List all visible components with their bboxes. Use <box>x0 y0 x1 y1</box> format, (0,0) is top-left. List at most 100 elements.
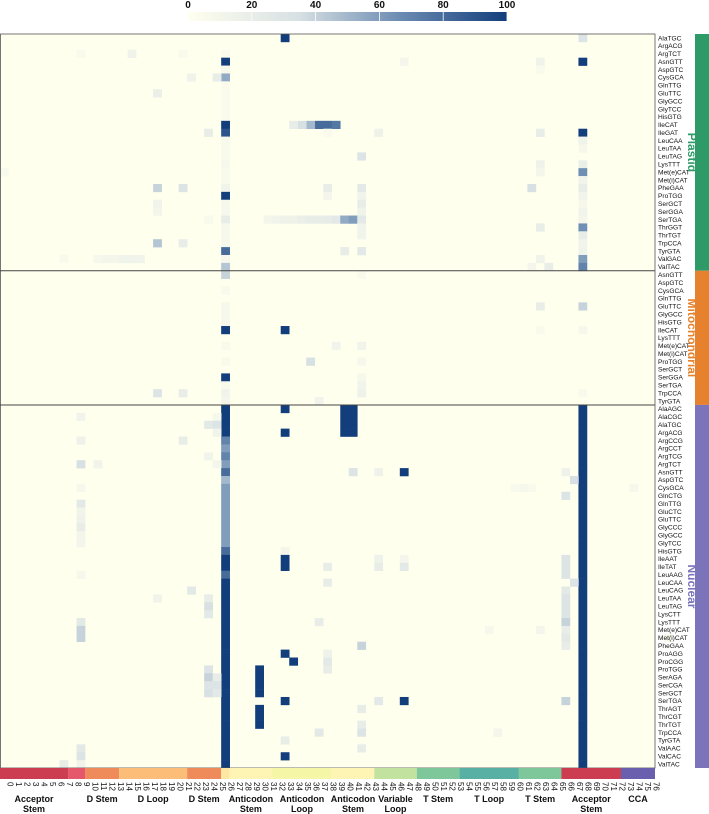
group-color-bar <box>695 404 709 768</box>
heatmap-cell <box>280 752 290 761</box>
heatmap-cell <box>399 57 409 66</box>
heatmap-cell <box>221 594 230 603</box>
x-tick-label: 68 <box>584 782 593 791</box>
heatmap-cell <box>255 665 264 674</box>
region-segment <box>416 768 460 779</box>
heatmap-cell <box>221 720 230 729</box>
heatmap-cell <box>535 302 545 311</box>
row-label: ValCAC <box>658 753 681 760</box>
colorbar-gradient <box>188 12 507 21</box>
heatmap-cell <box>221 515 230 524</box>
x-tick-label: 75 <box>643 782 652 791</box>
heatmap-cell <box>280 404 290 414</box>
row-label: GlnTTG <box>658 501 681 508</box>
x-tick-label: 35 <box>303 782 312 791</box>
row-label: GlyGCC <box>658 98 683 105</box>
heatmap-cell <box>221 191 230 201</box>
row-label: LeuCAA <box>658 138 683 145</box>
x-tick-label: 39 <box>337 782 346 791</box>
heatmap-cell <box>578 594 588 603</box>
heatmap-cell <box>578 444 588 453</box>
heatmap-cell <box>221 239 230 248</box>
row-label: AsnGTT <box>658 469 683 476</box>
heatmap-cell <box>561 468 571 477</box>
heatmap-cell <box>76 752 86 761</box>
heatmap-cell <box>221 128 230 137</box>
x-tick-label: 26 <box>226 782 235 791</box>
row-label: ThrCGT <box>658 714 682 721</box>
heatmap-cell <box>178 389 188 398</box>
heatmap-cell <box>221 318 230 327</box>
heatmap-cell <box>578 602 588 611</box>
x-tick-label: 47 <box>405 782 414 791</box>
region-label: Acceptor Stem <box>572 794 612 814</box>
x-tick-label: 54 <box>465 782 474 791</box>
heatmap-cell <box>323 657 333 666</box>
heatmap-cell <box>323 649 333 658</box>
heatmap-cell <box>187 73 196 82</box>
heatmap-cell <box>221 404 230 414</box>
heatmap-cell <box>535 65 545 74</box>
heatmap-cell <box>204 452 213 461</box>
heatmap-cell <box>357 191 367 201</box>
row-label: ArgTCT <box>658 461 681 468</box>
region-label: D Stem <box>189 794 220 804</box>
row-label: IleGAT <box>658 130 678 137</box>
row-label: AlaTGC <box>658 422 682 429</box>
heatmap-cell <box>119 254 128 264</box>
x-tick-label: 15 <box>133 782 142 791</box>
heatmap-cell <box>255 689 264 698</box>
heatmap-cell <box>357 704 367 714</box>
row-label: TrpCCA <box>658 240 682 247</box>
heatmap-cell <box>340 428 350 437</box>
row-label: AlaCGC <box>658 414 682 421</box>
heatmap-cell <box>323 562 333 571</box>
heatmap-cell <box>212 681 222 690</box>
x-tick-label: 49 <box>422 782 431 791</box>
heatmap-cell <box>93 460 103 469</box>
x-tick-label: 73 <box>626 782 635 791</box>
x-tick-label: 60 <box>516 782 525 791</box>
row-label: ProCGG <box>658 659 683 666</box>
heatmap-cell <box>357 357 367 366</box>
heatmap-cell <box>221 152 230 161</box>
region-label: Anticodon Stem <box>229 794 274 814</box>
heatmap-cell <box>221 302 230 311</box>
heatmap-cell <box>578 404 588 414</box>
heatmap-cell <box>76 618 86 627</box>
region-label: Anticodon Loop <box>280 794 325 814</box>
heatmap-cell <box>399 696 409 706</box>
region-segment <box>561 768 621 779</box>
heatmap-cell <box>357 341 367 350</box>
heatmap-cell <box>314 728 324 737</box>
heatmap-cell <box>289 120 299 130</box>
heatmap-cell <box>221 468 230 477</box>
heatmap-cell <box>578 262 588 272</box>
colorbar-tick-label: 0 <box>185 0 191 11</box>
heatmap-cell <box>76 483 86 493</box>
heatmap-cell <box>374 696 384 706</box>
heatmap-cell <box>136 254 145 264</box>
x-tick-label: 56 <box>482 782 491 791</box>
heatmap-cell <box>535 223 545 232</box>
x-tick-label: 16 <box>141 782 150 791</box>
heatmap-cell <box>357 744 367 753</box>
heatmap-cell <box>110 254 120 264</box>
heatmap-cell <box>221 381 230 390</box>
row-label: Met(i)CAT <box>658 177 688 184</box>
heatmap-cell <box>221 633 230 643</box>
heatmap-cell <box>221 247 230 256</box>
x-tick-label: 6 <box>56 782 65 787</box>
heatmap-cell <box>280 649 290 658</box>
heatmap-frame <box>0 33 656 769</box>
heatmap-cell <box>221 704 230 714</box>
row-label: GluTTC <box>658 517 681 524</box>
x-tick-label: 66 <box>567 782 576 791</box>
heatmap-cell <box>578 475 588 485</box>
region-label: T Stem <box>423 794 453 804</box>
heatmap-cell <box>348 428 358 437</box>
heatmap-cell <box>221 254 230 264</box>
row-label: AsnGTT <box>658 272 683 279</box>
heatmap-cell <box>221 452 230 461</box>
x-tick-label: 48 <box>414 782 423 791</box>
